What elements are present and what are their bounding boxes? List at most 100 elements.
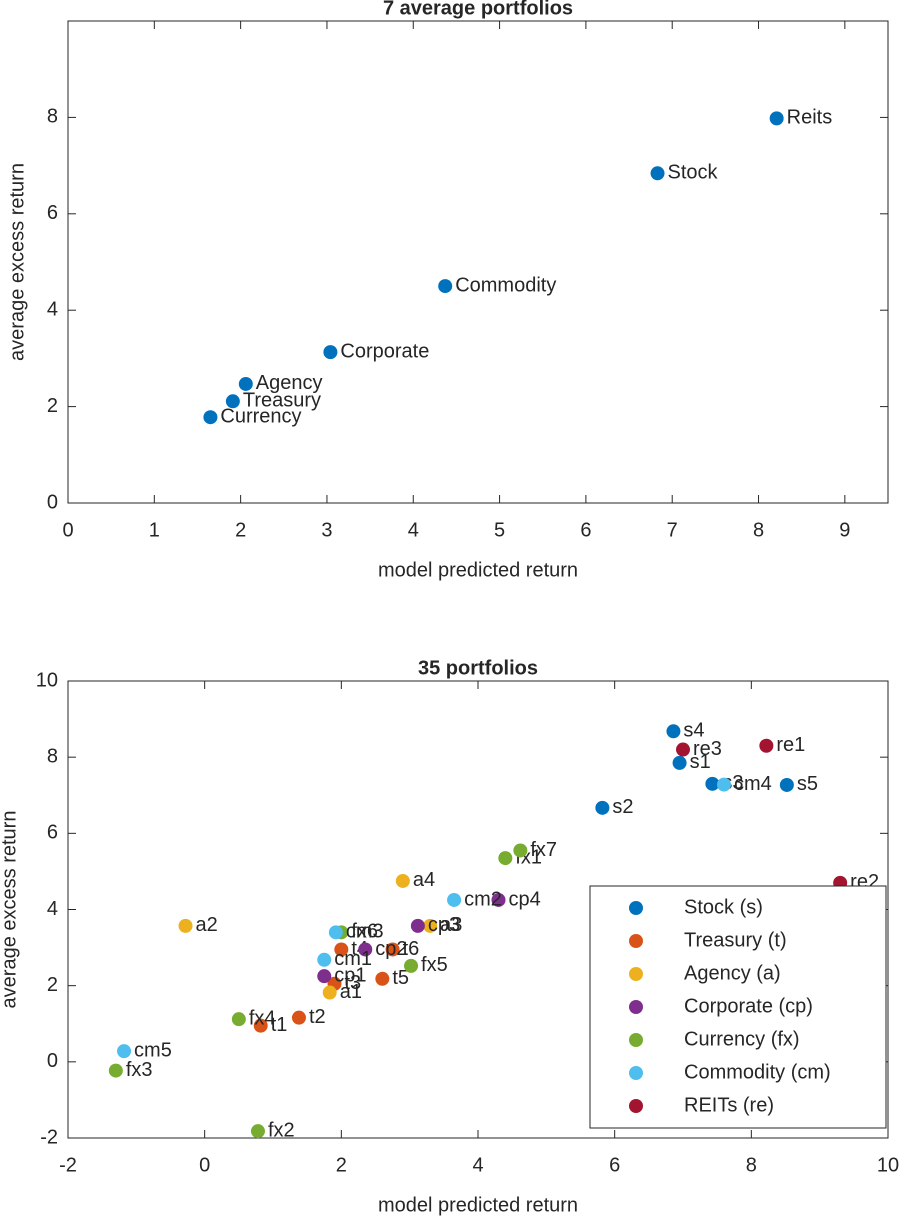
point-label: Agency (256, 372, 323, 394)
point (250, 1124, 265, 1139)
legend-label: Stock (s) (684, 896, 763, 918)
point-label: cp1 (334, 964, 366, 986)
point (513, 843, 528, 858)
point-label: fx6 (351, 921, 378, 943)
point (375, 971, 390, 986)
point-label: fx5 (421, 954, 448, 976)
y-tick-label: 2 (47, 395, 58, 417)
point-label: Reits (787, 107, 833, 129)
point (498, 851, 513, 866)
legend-label: REITs (re) (684, 1094, 774, 1116)
y-tick-label: 0 (47, 491, 58, 513)
point-label: cm4 (734, 773, 772, 795)
y-tick-label: 4 (47, 898, 58, 920)
chart-title: 35 portfolios (418, 657, 538, 679)
point (117, 1044, 132, 1059)
point-label: a3 (440, 914, 462, 936)
point (717, 777, 731, 792)
x-tick-label: 4 (472, 1154, 483, 1176)
point (385, 942, 400, 957)
legend-marker (629, 1066, 643, 1080)
point-label: fx7 (530, 839, 557, 861)
point (759, 738, 774, 753)
point (238, 376, 253, 391)
point-label: t5 (392, 967, 409, 989)
point-label: cm5 (134, 1039, 172, 1061)
y-tick-label: -2 (40, 1126, 58, 1148)
point (395, 873, 410, 888)
point (203, 410, 218, 425)
legend-marker (629, 967, 643, 981)
x-tick-label: 4 (408, 519, 419, 541)
point-label: t1 (271, 1014, 288, 1036)
x-tick-label: 8 (753, 519, 764, 541)
point (334, 942, 349, 957)
x-tick-label: 9 (839, 519, 850, 541)
point-label: Stock (668, 162, 719, 184)
point (317, 969, 332, 984)
x-tick-label: 2 (235, 519, 246, 541)
x-tick-label: -2 (59, 1154, 77, 1176)
point-label: fx2 (268, 1119, 295, 1141)
x-tick-label: 6 (580, 519, 591, 541)
point (447, 892, 462, 907)
point (769, 111, 784, 126)
point-label: cp2 (375, 938, 407, 960)
point-label: t2 (309, 1006, 326, 1028)
legend-marker (629, 1033, 643, 1047)
point (404, 958, 419, 973)
point (491, 892, 506, 907)
legend: Stock (s) Treasury (t) Agency (a) Corporate… (589, 885, 887, 1129)
x-tick-label: 0 (62, 519, 73, 541)
point (676, 742, 690, 757)
chart-title: 7 average portfolios (383, 0, 573, 19)
point-label: a4 (413, 869, 435, 891)
point (317, 952, 332, 967)
point-label: Treasury (243, 390, 321, 412)
x-tick-label: 0 (199, 1154, 210, 1176)
x-tick-label: 3 (321, 519, 332, 541)
point (423, 918, 438, 933)
y-tick-label: 4 (47, 298, 58, 320)
point (225, 394, 240, 409)
plot-frame (67, 20, 889, 504)
point-label: Commodity (455, 274, 556, 296)
point-label: a2 (196, 914, 218, 936)
legend-label: Treasury (t) (684, 929, 787, 951)
legend-label: Agency (a) (684, 962, 781, 984)
point-label: cm3 (346, 921, 384, 943)
x-tick-label: 8 (746, 1154, 757, 1176)
point (322, 985, 337, 1000)
y-tick-label: 2 (47, 974, 58, 996)
x-tick-label: 1 (149, 519, 160, 541)
point (438, 279, 453, 294)
x-tick-label: 2 (336, 1154, 347, 1176)
point-label: re1 (776, 734, 805, 756)
point-label: Corporate (340, 340, 429, 362)
y-tick-label: 0 (47, 1050, 58, 1072)
legend-marker (629, 934, 643, 948)
point-label: s2 (612, 796, 633, 818)
x-axis-label: model predicted return (378, 559, 578, 581)
point-label: t6 (403, 938, 420, 960)
x-tick-label: 7 (667, 519, 678, 541)
point-label: s5 (797, 773, 818, 795)
y-axis-label: average excess return (6, 163, 28, 361)
point (178, 918, 193, 933)
point-label: re3 (693, 738, 722, 760)
point (231, 1012, 246, 1027)
point (705, 776, 720, 791)
point (328, 925, 343, 940)
legend-label: Currency (fx) (684, 1028, 800, 1050)
x-axis-label: model predicted return (378, 1194, 578, 1216)
point-label: cm2 (464, 888, 502, 910)
legend-marker (629, 1099, 643, 1113)
point (323, 345, 338, 360)
point-label: cp4 (509, 888, 541, 910)
x-tick-label: 5 (494, 519, 505, 541)
point (672, 755, 687, 770)
point-label: Currency (220, 405, 301, 427)
x-tick-label: 10 (877, 1154, 899, 1176)
point (410, 918, 425, 933)
